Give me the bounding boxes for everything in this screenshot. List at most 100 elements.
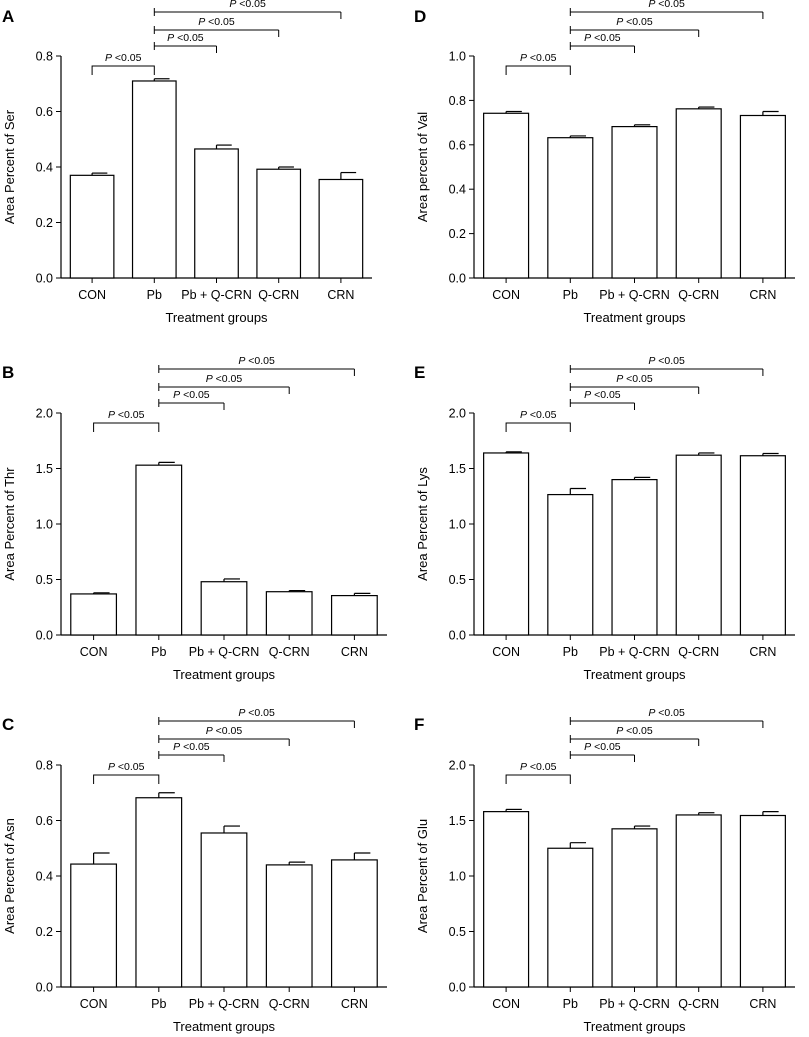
x-tick-label: CON [492, 288, 520, 302]
y-tick-label: 0.0 [36, 981, 53, 995]
significance-label: P <0.05 [167, 32, 204, 44]
p-threshold: <0.05 [245, 355, 275, 367]
y-tick-label: 0.0 [449, 629, 466, 643]
p-threshold: <0.05 [180, 389, 210, 401]
significance-label: P <0.05 [238, 355, 275, 367]
p-threshold: <0.05 [245, 707, 275, 719]
p-threshold: <0.05 [623, 373, 653, 385]
p-symbol: P [238, 707, 245, 719]
p-symbol: P [206, 725, 213, 737]
bar-crn [330, 859, 378, 988]
x-tick-label: CON [492, 997, 520, 1011]
bar-pb [131, 80, 177, 279]
y-tick-label: 0.8 [36, 759, 53, 773]
bar-crn [739, 114, 786, 279]
y-tick-label: 2.0 [36, 407, 53, 421]
x-tick-label: Pb [147, 288, 162, 302]
x-tick-label: Pb [563, 288, 578, 302]
y-tick-label: 0.4 [449, 183, 466, 197]
p-symbol: P [584, 389, 591, 401]
bar-pb-q-crn [611, 828, 658, 988]
y-tick-label: 0.5 [449, 573, 466, 587]
p-symbol: P [520, 761, 527, 773]
panel-letter: C [2, 715, 14, 734]
y-tick-label: 1.5 [449, 814, 466, 828]
y-tick-label: 0.6 [36, 814, 53, 828]
significance-bracket [153, 26, 280, 37]
y-axis-title: Area Percent of Glu [415, 819, 430, 933]
x-tick-label: Q-CRN [269, 645, 310, 659]
significance-bracket [158, 399, 225, 410]
significance-bracket [505, 65, 571, 75]
significance-label: P <0.05 [173, 389, 210, 401]
x-tick-label: CRN [749, 645, 776, 659]
panel-letter: D [414, 7, 426, 26]
p-threshold: <0.05 [115, 409, 145, 421]
significance-bracket [93, 774, 160, 784]
y-axis-title: Area Percent of Thr [2, 467, 17, 581]
bar-q-crn [675, 814, 722, 988]
chart-panel-e: E 0.0 0.5 1.0 1.5 2.0 Area Percent of Lys Treat… [414, 355, 795, 682]
bar-pb-q-crn [200, 581, 248, 636]
x-axis-title: Treatment groups [583, 1019, 686, 1034]
significance-label: P <0.05 [648, 0, 685, 10]
bar-con [70, 863, 118, 988]
bar-pb-q-crn [194, 148, 239, 279]
p-symbol: P [167, 32, 174, 44]
p-symbol: P [198, 16, 205, 28]
y-tick-label: 0.2 [449, 227, 466, 241]
p-threshold: <0.05 [180, 741, 210, 753]
p-threshold: <0.05 [527, 52, 557, 64]
x-axis-title: Treatment groups [173, 1019, 276, 1034]
y-tick-label: 1.0 [449, 870, 466, 884]
significance-bracket [569, 399, 635, 410]
significance-label: P <0.05 [108, 409, 145, 421]
y-tick-label: 0.0 [36, 272, 53, 286]
significance-bracket [569, 751, 635, 762]
bar-pb-q-crn [200, 832, 248, 988]
p-symbol: P [616, 16, 623, 28]
bar-crn [330, 594, 378, 636]
significance-label: P <0.05 [616, 16, 653, 28]
x-tick-label: Pb + Q-CRN [599, 645, 670, 659]
x-tick-label: CRN [341, 645, 368, 659]
bar-q-crn [256, 168, 302, 279]
p-threshold: <0.05 [655, 0, 685, 10]
y-tick-label: 0.0 [449, 981, 466, 995]
chart-panel-d: D 0.0 0.2 0.4 0.6 0.8 1.0 Area percent of Val Tr… [414, 0, 795, 325]
chart-panel-c: C 0.0 0.2 0.4 0.6 0.8 Area Percent of Asn Treat… [2, 707, 387, 1034]
significance-label: P <0.05 [520, 52, 557, 64]
x-tick-label: Pb [151, 997, 166, 1011]
x-axis-title: Treatment groups [583, 667, 686, 682]
x-tick-label: CRN [341, 997, 368, 1011]
bar-con [483, 811, 530, 988]
y-tick-label: 1.5 [449, 462, 466, 476]
significance-bracket [505, 422, 571, 432]
y-tick-label: 1.5 [36, 462, 53, 476]
significance-label: P <0.05 [584, 741, 621, 753]
p-symbol: P [108, 409, 115, 421]
p-threshold: <0.05 [205, 16, 235, 28]
significance-bracket [569, 365, 764, 376]
bar-pb [547, 137, 594, 279]
significance-label: P <0.05 [105, 52, 142, 64]
significance-label: P <0.05 [584, 32, 621, 44]
x-tick-label: Q-CRN [258, 288, 299, 302]
bar-pb-q-crn [611, 479, 658, 636]
significance-bracket [153, 42, 217, 53]
significance-bracket [569, 383, 700, 394]
y-tick-label: 0.4 [36, 870, 53, 884]
significance-bracket [93, 422, 160, 432]
bar-q-crn [675, 454, 722, 636]
p-threshold: <0.05 [623, 16, 653, 28]
significance-bracket [153, 8, 342, 19]
x-tick-label: Pb + Q-CRN [599, 288, 670, 302]
x-tick-label: Pb [563, 997, 578, 1011]
y-tick-label: 0.6 [36, 105, 53, 119]
chart-panel-f: F 0.0 0.5 1.0 1.5 2.0 Area Percent of Glu Treat… [414, 707, 795, 1034]
y-axis-title: Area Percent of Ser [2, 109, 17, 224]
y-tick-label: 1.0 [36, 518, 53, 532]
x-tick-label: Pb + Q-CRN [599, 997, 670, 1011]
p-symbol: P [648, 0, 655, 10]
